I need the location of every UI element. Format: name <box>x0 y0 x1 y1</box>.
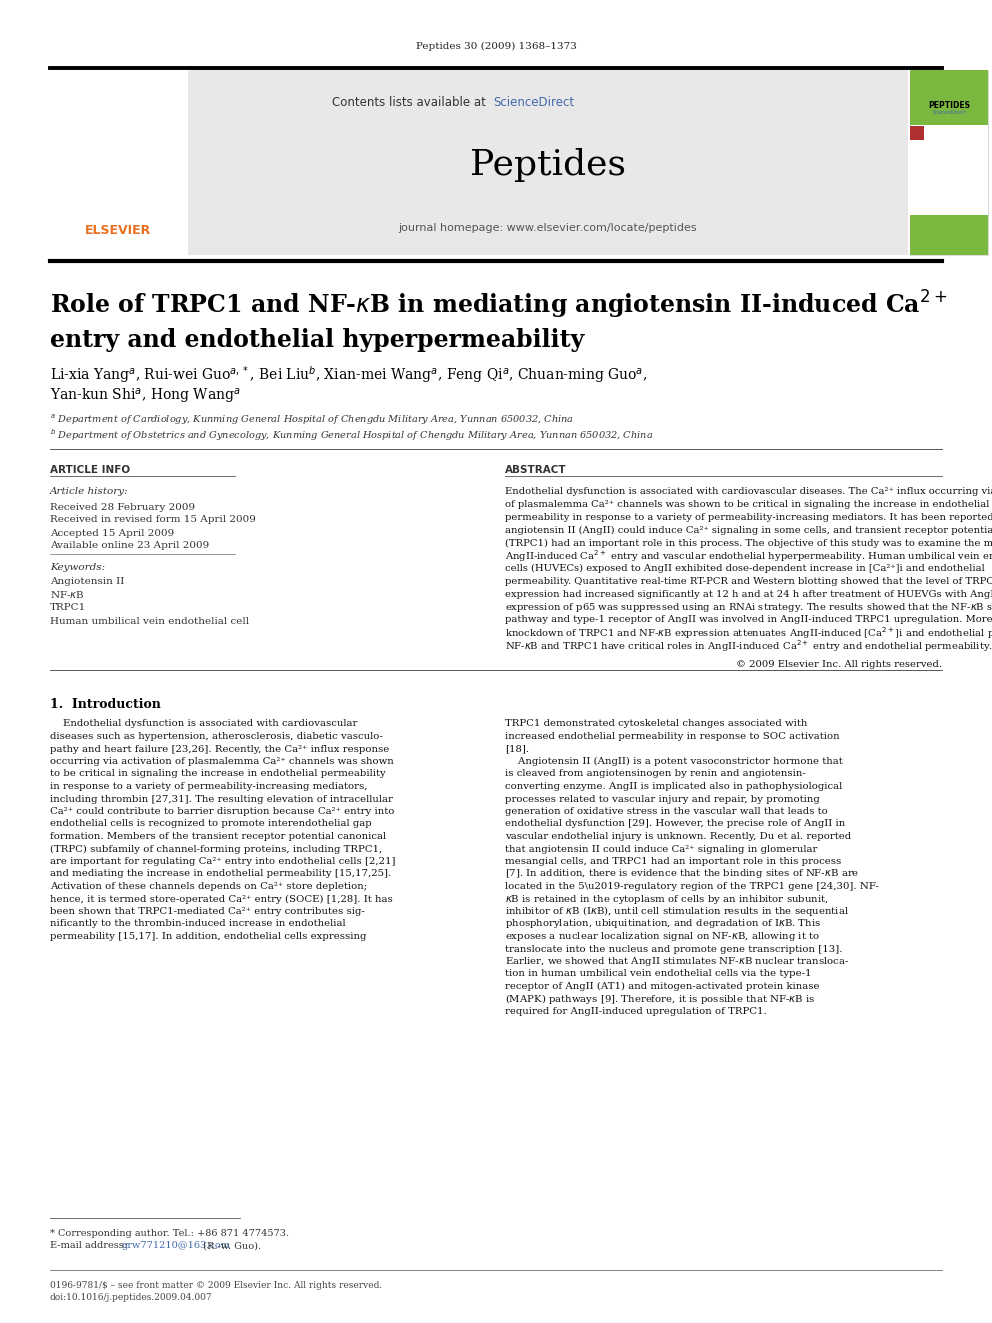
Text: permeability in response to a variety of permeability-increasing mediators. It h: permeability in response to a variety of… <box>505 513 992 523</box>
Text: Article history:: Article history: <box>50 487 129 496</box>
Text: pathy and heart failure [23,26]. Recently, the Ca²⁺ influx response: pathy and heart failure [23,26]. Recentl… <box>50 745 389 754</box>
Text: TRPC1: TRPC1 <box>50 603 86 613</box>
Text: required for AngII-induced upregulation of TRPC1.: required for AngII-induced upregulation … <box>505 1007 767 1016</box>
Text: Available online 23 April 2009: Available online 23 April 2009 <box>50 541 209 550</box>
Text: ARTICLE INFO: ARTICLE INFO <box>50 464 130 475</box>
Text: Received in revised form 15 April 2009: Received in revised form 15 April 2009 <box>50 516 256 524</box>
Text: processes related to vascular injury and repair, by promoting: processes related to vascular injury and… <box>505 795 819 803</box>
Text: vascular endothelial injury is unknown. Recently, Du et al. reported: vascular endothelial injury is unknown. … <box>505 832 851 841</box>
Bar <box>910 70 988 255</box>
Text: increased endothelial permeability in response to SOC activation: increased endothelial permeability in re… <box>505 732 839 741</box>
Text: generation of oxidative stress in the vascular wall that leads to: generation of oxidative stress in the va… <box>505 807 827 816</box>
Text: formation. Members of the transient receptor potential canonical: formation. Members of the transient rece… <box>50 832 386 841</box>
Text: Yan-kun Shi$^a$, Hong Wang$^a$: Yan-kun Shi$^a$, Hong Wang$^a$ <box>50 386 241 406</box>
Text: AngII-induced Ca$^{2+}$ entry and vascular endothelial hyperpermeability. Human : AngII-induced Ca$^{2+}$ entry and vascul… <box>505 548 992 564</box>
Text: [18].: [18]. <box>505 745 529 754</box>
Bar <box>910 70 988 124</box>
Text: cells (HUVECs) exposed to AngII exhibited dose-dependent increase in [Ca²⁺]i and: cells (HUVECs) exposed to AngII exhibite… <box>505 564 985 573</box>
Text: doi:10.1016/j.peptides.2009.04.007: doi:10.1016/j.peptides.2009.04.007 <box>50 1294 212 1303</box>
Text: $^a$ Department of Cardiology, Kunming General Hospital of Chengdu Military Area: $^a$ Department of Cardiology, Kunming G… <box>50 413 574 427</box>
Text: phosphorylation, ubiquitination, and degradation of I$\kappa$B. This: phosphorylation, ubiquitination, and deg… <box>505 917 821 930</box>
Text: exposes a nuclear localization signal on NF-$\kappa$B, allowing it to: exposes a nuclear localization signal on… <box>505 930 820 943</box>
Text: located in the 5\u2019-regulatory region of the TRPC1 gene [24,30]. NF-: located in the 5\u2019-regulatory region… <box>505 882 879 890</box>
Text: been shown that TRPC1-mediated Ca²⁺ entry contributes sig-: been shown that TRPC1-mediated Ca²⁺ entr… <box>50 908 365 916</box>
Text: of plasmalemma Ca²⁺ channels was shown to be critical in signaling the increase : of plasmalemma Ca²⁺ channels was shown t… <box>505 500 989 509</box>
Text: NF-$\kappa$B: NF-$\kappa$B <box>50 590 85 601</box>
Text: ABSTRACT: ABSTRACT <box>505 464 566 475</box>
Text: including thrombin [27,31]. The resulting elevation of intracellular: including thrombin [27,31]. The resultin… <box>50 795 393 803</box>
Text: converting enzyme. AngII is implicated also in pathophysiological: converting enzyme. AngII is implicated a… <box>505 782 842 791</box>
Bar <box>910 140 988 216</box>
Text: NF-$\kappa$B and TRPC1 have critical roles in AngII-induced Ca$^{2+}$ entry and : NF-$\kappa$B and TRPC1 have critical rol… <box>505 638 992 654</box>
Text: Keywords:: Keywords: <box>50 564 105 573</box>
Bar <box>910 126 924 140</box>
Text: ScienceDirect: ScienceDirect <box>493 97 574 110</box>
Text: are important for regulating Ca²⁺ entry into endothelial cells [2,21]: are important for regulating Ca²⁺ entry … <box>50 857 396 867</box>
Text: diseases such as hypertension, atherosclerosis, diabetic vasculo-: diseases such as hypertension, atheroscl… <box>50 732 383 741</box>
Text: Contents lists available at: Contents lists available at <box>332 97 490 110</box>
Text: permeability. Quantitative real-time RT-PCR and Western blotting showed that the: permeability. Quantitative real-time RT-… <box>505 577 992 586</box>
Text: Activation of these channels depends on Ca²⁺ store depletion;: Activation of these channels depends on … <box>50 882 367 890</box>
Text: TRPC1 demonstrated cytoskeletal changes associated with: TRPC1 demonstrated cytoskeletal changes … <box>505 720 807 729</box>
Text: and mediating the increase in endothelial permeability [15,17,25].: and mediating the increase in endothelia… <box>50 869 391 878</box>
Text: Received 28 February 2009: Received 28 February 2009 <box>50 503 195 512</box>
Text: Accepted 15 April 2009: Accepted 15 April 2009 <box>50 528 175 537</box>
Text: occurring via activation of plasmalemma Ca²⁺ channels was shown: occurring via activation of plasmalemma … <box>50 757 394 766</box>
Text: expression had increased significantly at 12 h and at 24 h after treatment of HU: expression had increased significantly a… <box>505 590 992 599</box>
Text: pathway and type-1 receptor of AngII was involved in AngII-induced TRPC1 upregul: pathway and type-1 receptor of AngII was… <box>505 615 992 624</box>
Text: [7]. In addition, there is evidence that the binding sites of NF-$\kappa$B are: [7]. In addition, there is evidence that… <box>505 868 859 881</box>
Text: Earlier, we showed that AngII stimulates NF-$\kappa$B nuclear transloca-: Earlier, we showed that AngII stimulates… <box>505 955 849 968</box>
Text: hence, it is termed store-operated Ca²⁺ entry (SOCE) [1,28]. It has: hence, it is termed store-operated Ca²⁺ … <box>50 894 393 904</box>
Text: in response to a variety of permeability-increasing mediators,: in response to a variety of permeability… <box>50 782 367 791</box>
Text: nificantly to the thrombin-induced increase in endothelial: nificantly to the thrombin-induced incre… <box>50 919 345 929</box>
Text: receptor of AngII (AT1) and mitogen-activated protein kinase: receptor of AngII (AT1) and mitogen-acti… <box>505 982 819 991</box>
Text: ELSEVIER: ELSEVIER <box>85 224 151 237</box>
Text: expression of p65 was suppressed using an RNAi strategy. The results showed that: expression of p65 was suppressed using a… <box>505 601 992 614</box>
Text: (MAPK) pathways [9]. Therefore, it is possible that NF-$\kappa$B is: (MAPK) pathways [9]. Therefore, it is po… <box>505 992 815 1005</box>
Text: Angiotensin II: Angiotensin II <box>50 578 124 586</box>
Text: ScienceDirect: ScienceDirect <box>932 111 966 115</box>
Text: inhibitor of $\kappa$B (I$\kappa$B), until cell stimulation results in the seque: inhibitor of $\kappa$B (I$\kappa$B), unt… <box>505 905 849 918</box>
Text: Human umbilical vein endothelial cell: Human umbilical vein endothelial cell <box>50 617 249 626</box>
Text: Endothelial dysfunction is associated with cardiovascular: Endothelial dysfunction is associated wi… <box>50 720 357 729</box>
Text: $^b$ Department of Obstetrics and Gynecology, Kunming General Hospital of Chengd: $^b$ Department of Obstetrics and Gyneco… <box>50 427 653 443</box>
Bar <box>50 70 188 255</box>
Text: Angiotensin II (AngII) is a potent vasoconstrictor hormone that: Angiotensin II (AngII) is a potent vasoc… <box>505 757 843 766</box>
Text: $\kappa$B is retained in the cytoplasm of cells by an inhibitor subunit,: $\kappa$B is retained in the cytoplasm o… <box>505 893 829 905</box>
Text: mesangial cells, and TRPC1 had an important role in this process: mesangial cells, and TRPC1 had an import… <box>505 857 841 867</box>
Bar <box>188 70 908 255</box>
Text: that angiotensin II could induce Ca²⁺ signaling in glomerular: that angiotensin II could induce Ca²⁺ si… <box>505 844 817 853</box>
Text: endothelial dysfunction [29]. However, the precise role of AngII in: endothelial dysfunction [29]. However, t… <box>505 819 845 828</box>
Bar <box>910 216 988 255</box>
Text: grw771210@163.com: grw771210@163.com <box>122 1241 231 1250</box>
Text: 0196-9781/$ – see front matter © 2009 Elsevier Inc. All rights reserved.: 0196-9781/$ – see front matter © 2009 El… <box>50 1281 382 1290</box>
Text: E-mail address:: E-mail address: <box>50 1241 130 1250</box>
Text: knockdown of TRPC1 and NF-$\kappa$B expression attenuates AngII-induced [Ca$^{2+: knockdown of TRPC1 and NF-$\kappa$B expr… <box>505 624 992 640</box>
Text: Role of TRPC1 and NF-$\kappa$B in mediating angiotensin II-induced Ca$^{2+}$: Role of TRPC1 and NF-$\kappa$B in mediat… <box>50 288 947 321</box>
Text: * Corresponding author. Tel.: +86 871 4774573.: * Corresponding author. Tel.: +86 871 47… <box>50 1229 289 1237</box>
Text: angiotensin II (AngII) could induce Ca²⁺ signaling in some cells, and transient : angiotensin II (AngII) could induce Ca²⁺… <box>505 525 992 534</box>
Text: endothelial cells is recognized to promote interendothelial gap: endothelial cells is recognized to promo… <box>50 819 372 828</box>
Text: to be critical in signaling the increase in endothelial permeability: to be critical in signaling the increase… <box>50 770 386 778</box>
Text: PEPTIDES: PEPTIDES <box>928 101 970 110</box>
Text: Peptides 30 (2009) 1368–1373: Peptides 30 (2009) 1368–1373 <box>416 41 576 50</box>
Text: © 2009 Elsevier Inc. All rights reserved.: © 2009 Elsevier Inc. All rights reserved… <box>736 660 942 669</box>
Text: is cleaved from angiotensinogen by renin and angiotensin-: is cleaved from angiotensinogen by renin… <box>505 770 806 778</box>
Text: journal homepage: www.elsevier.com/locate/peptides: journal homepage: www.elsevier.com/locat… <box>399 224 697 233</box>
Text: tion in human umbilical vein endothelial cells via the type-1: tion in human umbilical vein endothelial… <box>505 970 811 979</box>
Text: Endothelial dysfunction is associated with cardiovascular diseases. The Ca²⁺ inf: Endothelial dysfunction is associated wi… <box>505 487 992 496</box>
Text: entry and endothelial hyperpermeability: entry and endothelial hyperpermeability <box>50 328 584 352</box>
Text: (R.-w. Guo).: (R.-w. Guo). <box>200 1241 261 1250</box>
Text: Ca²⁺ could contribute to barrier disruption because Ca²⁺ entry into: Ca²⁺ could contribute to barrier disrupt… <box>50 807 395 816</box>
Text: translocate into the nucleus and promote gene transcription [13].: translocate into the nucleus and promote… <box>505 945 842 954</box>
Text: permeability [15,17]. In addition, endothelial cells expressing: permeability [15,17]. In addition, endot… <box>50 931 366 941</box>
Text: (TRPC1) had an important role in this process. The objective of this study was t: (TRPC1) had an important role in this pr… <box>505 538 992 548</box>
Text: Li-xia Yang$^a$, Rui-wei Guo$^{a,*}$, Bei Liu$^b$, Xian-mei Wang$^a$, Feng Qi$^a: Li-xia Yang$^a$, Rui-wei Guo$^{a,*}$, Be… <box>50 365 648 385</box>
Text: Peptides: Peptides <box>470 148 626 183</box>
Text: 1.  Introduction: 1. Introduction <box>50 697 161 710</box>
Text: (TRPC) subfamily of channel-forming proteins, including TRPC1,: (TRPC) subfamily of channel-forming prot… <box>50 844 382 853</box>
